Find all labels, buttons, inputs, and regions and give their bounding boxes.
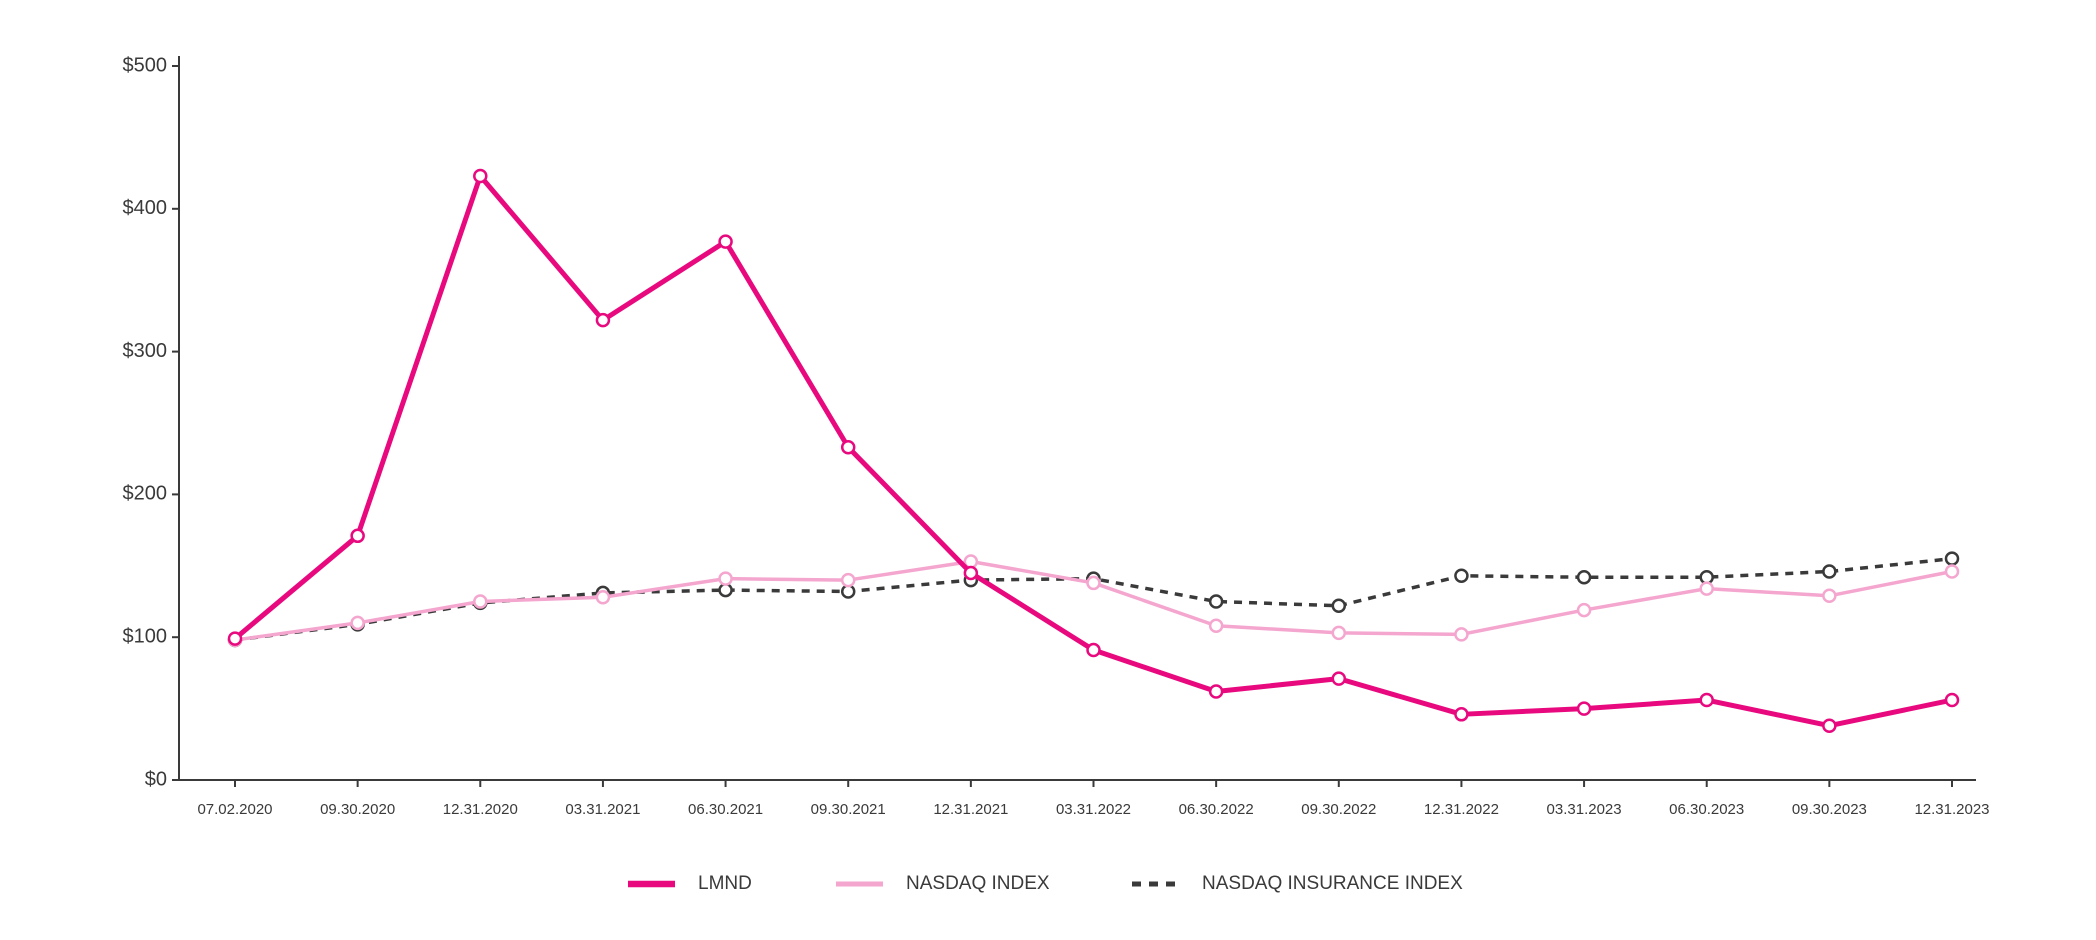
point-marker <box>1454 707 1469 722</box>
x-tick-label: 12.31.2020 <box>443 801 518 818</box>
point-marker <box>1944 551 1960 566</box>
legend-label: NASDAQ INDEX <box>906 873 1050 894</box>
legend-label: NASDAQ INSURANCE INDEX <box>1202 873 1463 894</box>
point-marker <box>473 168 488 184</box>
x-tick-label: 03.31.2022 <box>1056 801 1131 818</box>
x-tick-label: 09.30.2021 <box>811 801 886 818</box>
x-tick-label: 12.31.2023 <box>1914 801 1989 818</box>
x-tick-label: 07.02.2020 <box>197 801 272 818</box>
x-tick-label: 09.30.2023 <box>1792 801 1867 818</box>
point-marker <box>1331 671 1347 686</box>
legend-label: LMND <box>698 873 752 894</box>
y-tick-label: $100 <box>123 625 168 647</box>
point-marker <box>473 594 488 609</box>
x-tick-label: 12.31.2022 <box>1424 801 1499 818</box>
point-marker <box>227 631 243 646</box>
point-marker <box>1944 692 1960 708</box>
x-tick-label: 03.31.2023 <box>1547 801 1622 818</box>
point-marker <box>1208 618 1224 634</box>
point-marker <box>1822 564 1837 579</box>
point-marker <box>1699 692 1714 708</box>
point-marker <box>1576 602 1592 618</box>
point-marker <box>1454 568 1469 584</box>
x-tick-label: 09.30.2020 <box>320 801 395 818</box>
point-marker <box>1944 564 1960 579</box>
point-marker <box>1086 575 1101 591</box>
x-tick-label: 12.31.2021 <box>933 801 1008 818</box>
point-marker <box>1822 588 1837 604</box>
point-marker <box>840 440 856 455</box>
point-marker <box>1331 625 1347 641</box>
point-marker <box>1576 701 1592 716</box>
x-tick-label: 06.30.2021 <box>688 801 763 818</box>
x-tick-label: 06.30.2022 <box>1179 801 1254 818</box>
point-marker <box>1331 598 1347 614</box>
point-marker <box>840 572 856 588</box>
x-tick-label: 06.30.2023 <box>1669 801 1744 818</box>
point-marker <box>1086 642 1101 658</box>
point-marker <box>718 234 733 249</box>
x-tick-label: 09.30.2022 <box>1301 801 1376 818</box>
point-marker <box>1208 594 1224 609</box>
point-marker <box>963 565 979 581</box>
point-marker <box>1576 569 1592 585</box>
y-tick-label: $400 <box>123 197 168 219</box>
point-marker <box>1454 627 1469 642</box>
point-marker <box>350 528 365 544</box>
y-tick-label: $0 <box>145 768 167 790</box>
point-marker <box>1822 718 1837 733</box>
y-tick-label: $300 <box>123 340 168 362</box>
point-marker <box>595 312 611 328</box>
point-marker <box>350 615 365 631</box>
point-marker <box>718 571 733 586</box>
point-marker <box>1699 581 1714 596</box>
point-marker <box>595 589 611 605</box>
y-tick-label: $200 <box>123 483 168 505</box>
y-tick-label: $500 <box>123 54 168 76</box>
point-marker <box>1208 684 1224 699</box>
x-tick-label: 03.31.2021 <box>565 801 640 818</box>
